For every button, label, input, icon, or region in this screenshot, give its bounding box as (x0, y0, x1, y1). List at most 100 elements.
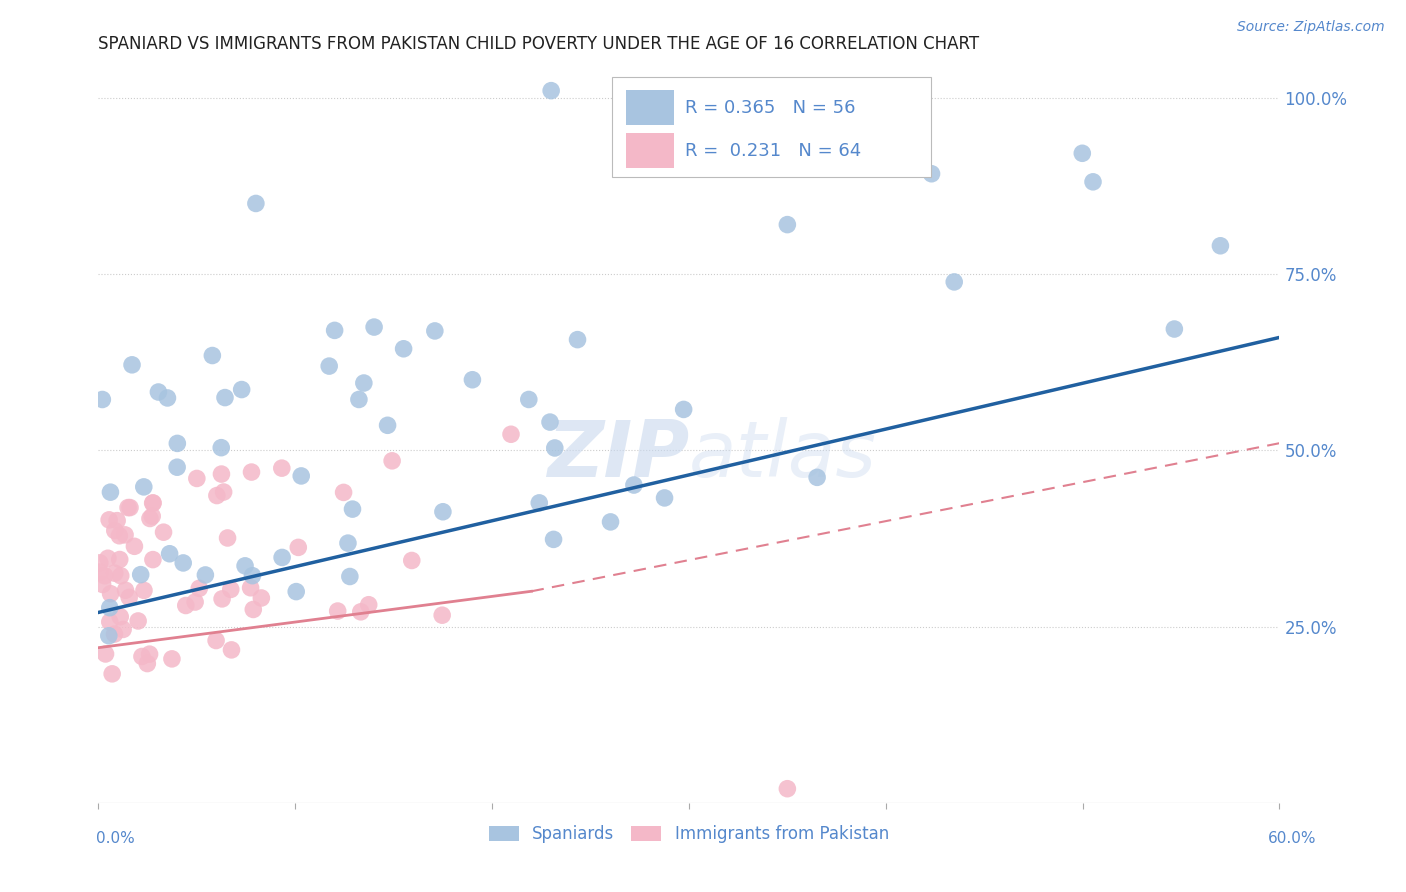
Point (943, 275, 966, 289)
Point (114, 583, 136, 598)
Point (401, 553, 423, 567)
Point (212, 485, 235, 500)
Point (423, 324, 446, 338)
Point (205, 489, 228, 503)
Point (342, 502, 364, 516)
Point (104, 524, 127, 538)
Point (101, 666, 124, 681)
Point (363, 320, 385, 334)
Point (136, 657, 159, 671)
Point (142, 552, 165, 566)
Point (114, 528, 136, 542)
Point (98, 600, 121, 615)
Point (160, 652, 183, 666)
Point (132, 480, 155, 494)
Point (156, 391, 179, 405)
Point (323, 323, 346, 337)
Point (221, 643, 243, 657)
Point (776, 781, 799, 796)
Point (332, 485, 354, 500)
Point (138, 647, 160, 661)
Point (91, 392, 114, 407)
Point (142, 496, 165, 510)
Text: ZIP: ZIP (547, 417, 689, 493)
Point (211, 467, 233, 481)
Point (623, 478, 645, 492)
Point (350, 605, 373, 619)
Point (110, 609, 132, 624)
Point (91, 577, 114, 591)
Point (381, 454, 404, 468)
Point (124, 539, 146, 553)
Point (290, 469, 312, 483)
Point (672, 402, 695, 417)
Point (654, 491, 676, 505)
Point (1163, 322, 1185, 336)
Point (430, 608, 453, 623)
Point (108, 529, 131, 543)
Point (184, 595, 207, 609)
Point (347, 392, 370, 407)
Point (543, 533, 565, 547)
Point (159, 547, 181, 561)
Point (529, 496, 551, 510)
Point (194, 568, 217, 582)
Point (166, 460, 188, 475)
Point (219, 582, 242, 597)
Point (336, 536, 359, 550)
Point (142, 496, 165, 510)
Text: atlas: atlas (689, 417, 877, 493)
Point (174, 599, 197, 613)
Point (139, 511, 162, 525)
Point (129, 567, 152, 582)
Point (270, 461, 292, 475)
Text: R =  0.231   N = 64: R = 0.231 N = 64 (685, 142, 862, 160)
Point (377, 418, 399, 433)
Text: 60.0%: 60.0% (1268, 830, 1316, 846)
Point (353, 376, 375, 390)
Text: R = 0.365   N = 56: R = 0.365 N = 56 (685, 99, 856, 117)
Point (214, 391, 236, 405)
Point (118, 591, 141, 605)
Point (318, 359, 340, 373)
FancyBboxPatch shape (626, 133, 673, 169)
Text: Source: ZipAtlas.com: Source: ZipAtlas.com (1237, 20, 1385, 34)
Point (89, 565, 111, 579)
FancyBboxPatch shape (626, 90, 673, 126)
Point (172, 556, 194, 570)
Point (231, 383, 253, 397)
Point (132, 583, 155, 598)
Point (131, 649, 153, 664)
Point (339, 569, 361, 583)
Point (110, 568, 132, 582)
Point (97, 629, 120, 643)
Point (326, 604, 349, 618)
Point (186, 471, 208, 485)
Point (121, 358, 143, 372)
Point (245, 196, 267, 211)
Point (217, 531, 239, 545)
Point (98, 513, 121, 527)
Point (89, 556, 111, 570)
Point (357, 598, 380, 612)
Point (806, 470, 828, 484)
Point (211, 591, 233, 606)
Point (127, 614, 149, 628)
Point (921, 167, 943, 181)
Point (271, 550, 294, 565)
Point (240, 465, 263, 479)
Point (242, 602, 264, 616)
Text: 0.0%: 0.0% (96, 830, 135, 846)
Point (166, 436, 188, 450)
Point (239, 581, 262, 595)
Point (1209, 239, 1232, 253)
Point (141, 509, 163, 524)
Point (108, 552, 131, 566)
Point (94, 647, 117, 661)
Point (152, 525, 174, 540)
Point (544, 441, 567, 455)
Point (117, 500, 139, 515)
FancyBboxPatch shape (612, 78, 931, 178)
Point (233, 558, 256, 573)
Point (392, 342, 415, 356)
